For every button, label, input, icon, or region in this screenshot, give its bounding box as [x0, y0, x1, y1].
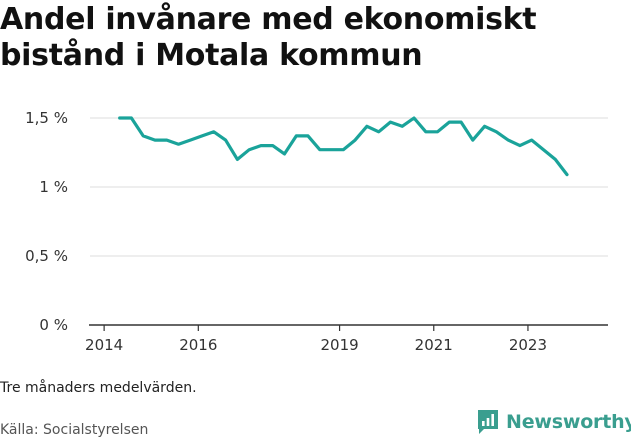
- data-point: [130, 116, 133, 119]
- data-point: [554, 158, 557, 161]
- y-tick-label: 0 %: [39, 316, 68, 334]
- chart-note: Tre månaders medelvärden.: [0, 380, 197, 396]
- data-point: [377, 130, 380, 133]
- data-point: [495, 130, 498, 133]
- data-point: [389, 121, 392, 124]
- data-point: [177, 143, 180, 146]
- data-point: [165, 139, 168, 142]
- data-point: [342, 148, 345, 151]
- data-point: [530, 139, 533, 142]
- data-point: [424, 130, 427, 133]
- data-point: [295, 134, 298, 137]
- brand-logo: Newsworthy: [476, 409, 631, 435]
- data-point: [271, 144, 274, 147]
- y-tick-label: 1 %: [39, 178, 68, 196]
- data-point: [153, 139, 156, 142]
- data-point: [318, 148, 321, 151]
- data-point: [236, 158, 239, 161]
- data-point: [412, 116, 415, 119]
- x-axis: 2014 2016 2019 2021 2023: [85, 324, 608, 354]
- data-point: [565, 173, 568, 176]
- data-point: [354, 139, 357, 142]
- data-point: [448, 121, 451, 124]
- x-tick-label: 2023: [509, 336, 547, 354]
- data-point: [460, 121, 463, 124]
- line-chart: 0 % 0,5 % 1 % 1,5 % 2014 2016 2019 2021 2023: [25, 109, 608, 354]
- data-point: [330, 148, 333, 151]
- data-point: [436, 130, 439, 133]
- data-point: [212, 130, 215, 133]
- series-layer: [118, 116, 569, 177]
- series-line: [118, 116, 569, 177]
- y-axis-ticks: 0 % 0,5 % 1 % 1,5 %: [25, 109, 68, 334]
- data-point: [483, 125, 486, 128]
- x-tick-label: 2016: [179, 336, 217, 354]
- y-tick-label: 0,5 %: [25, 247, 68, 265]
- data-point: [189, 139, 192, 142]
- source-text: Källa: Socialstyrelsen: [0, 422, 149, 438]
- newsworthy-chart-icon: [478, 410, 498, 434]
- gridlines: [90, 117, 608, 257]
- data-point: [542, 148, 545, 151]
- brand-name: Newsworthy: [506, 411, 631, 433]
- data-point: [259, 144, 262, 147]
- data-point: [306, 134, 309, 137]
- x-tick-label: 2021: [415, 336, 453, 354]
- chart-title: Andel invånare med ekonomiskt bistånd i …: [0, 2, 537, 73]
- data-point: [201, 134, 204, 137]
- data-point: [518, 144, 521, 147]
- data-point: [471, 139, 474, 142]
- data-point: [224, 139, 227, 142]
- data-point: [248, 148, 251, 151]
- data-point: [283, 152, 286, 155]
- data-point: [142, 134, 145, 137]
- x-tick-label: 2014: [85, 336, 123, 354]
- data-point: [118, 116, 121, 119]
- data-point: [365, 125, 368, 128]
- y-tick-label: 1,5 %: [25, 109, 68, 127]
- data-point: [401, 125, 404, 128]
- data-point: [507, 139, 510, 142]
- x-tick-label: 2019: [320, 336, 358, 354]
